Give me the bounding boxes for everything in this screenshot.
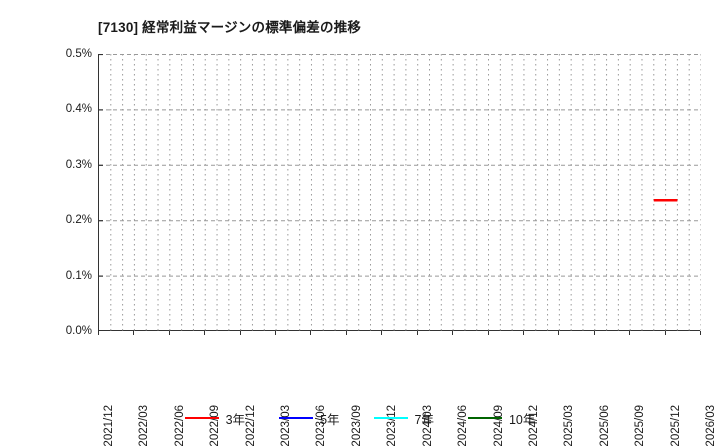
legend-line-icon <box>184 417 219 419</box>
chart-title: [7130] 経常利益マージンの標準偏差の推移 <box>98 20 362 35</box>
y-axis-tick-label: 0.4% <box>65 103 92 116</box>
x-axis-tick-mark <box>522 331 524 335</box>
x-axis-tick-mark <box>700 331 701 335</box>
legend-label: 3年 <box>225 412 246 427</box>
x-axis-tick-mark <box>345 331 347 335</box>
x-axis-tick-mark <box>310 331 312 335</box>
legend-line-icon <box>279 417 314 419</box>
x-axis-tick-mark <box>593 331 595 335</box>
y-axis: 0.0% 0.1% 0.2% 0.3% 0.4% 0.5% <box>44 48 92 337</box>
x-axis: 2021/12 2022/03 2022/06 2022/09 2022/12 2023/… <box>98 331 717 447</box>
x-axis-tick-mark <box>204 331 206 335</box>
y-axis-tick-label: 0.0% <box>65 325 92 337</box>
x-axis-tick-mark <box>239 331 241 335</box>
y-axis-tick-label: 0.3% <box>65 158 92 171</box>
legend-item[interactable]: 3年 <box>184 409 246 428</box>
series-layer <box>653 198 678 202</box>
x-axis-tick-mark <box>275 331 277 335</box>
legend-line-icon <box>467 417 502 419</box>
y-axis-tick-label: 0.5% <box>65 48 92 60</box>
x-axis-tick-mark <box>133 331 135 335</box>
legend-item[interactable]: 7年 <box>373 409 434 428</box>
legend-label: 5年 <box>320 412 340 427</box>
x-axis-tick-mark <box>452 331 454 335</box>
y-axis-tick-label: 0.1% <box>65 269 92 282</box>
chart-legend: 3年 5年 7年 10年 <box>0 405 720 431</box>
x-axis-tick-mark <box>168 331 170 335</box>
x-axis-tick-mark <box>381 331 383 335</box>
legend-label: 7年 <box>414 412 434 427</box>
x-axis-tick-mark <box>664 331 666 335</box>
y-axis-tick-label: 0.2% <box>65 214 92 227</box>
legend-label: 10年 <box>508 412 536 427</box>
x-axis-tick-mark <box>98 331 99 335</box>
gridlines <box>99 54 701 331</box>
plot-area <box>98 54 701 331</box>
legend-item[interactable]: 10年 <box>467 409 536 428</box>
legend-item[interactable]: 5年 <box>279 409 340 428</box>
x-axis-tick-mark <box>487 331 489 335</box>
legend-line-icon <box>373 417 408 419</box>
x-axis-tick-mark <box>416 331 418 335</box>
x-axis-tick-mark <box>558 331 560 335</box>
x-axis-tick-mark <box>629 331 631 335</box>
